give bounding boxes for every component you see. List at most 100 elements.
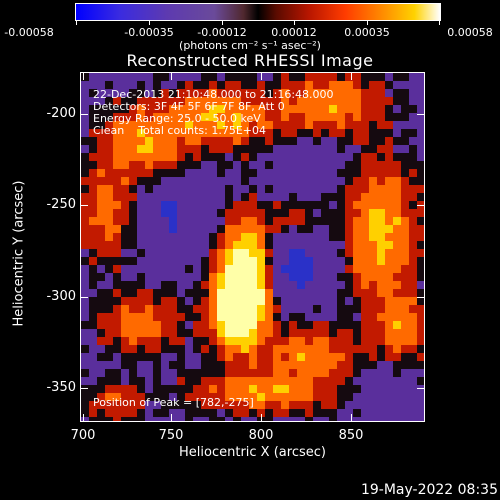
heatmap-pixel <box>113 177 121 185</box>
heatmap-pixel <box>217 241 225 249</box>
heatmap-pixel <box>169 113 177 121</box>
heatmap-pixel <box>369 337 377 345</box>
heatmap-pixel <box>393 161 401 169</box>
heatmap-pixel <box>297 321 305 329</box>
heatmap-pixel <box>217 345 225 353</box>
heatmap-pixel <box>393 185 401 193</box>
heatmap-pixel <box>129 169 137 177</box>
heatmap-pixel <box>345 81 353 89</box>
heatmap-pixel <box>81 321 89 329</box>
heatmap-pixel <box>105 345 113 353</box>
heatmap-pixel <box>153 409 161 417</box>
heatmap-pixel <box>105 409 113 417</box>
heatmap-pixel <box>345 161 353 169</box>
heatmap-pixel <box>401 329 409 337</box>
heatmap-pixel <box>249 289 257 297</box>
heatmap-pixel <box>377 113 385 121</box>
heatmap-pixel <box>385 241 393 249</box>
heatmap-pixel <box>217 249 225 257</box>
heatmap-pixel <box>153 401 161 409</box>
heatmap-pixel <box>169 137 177 145</box>
heatmap-pixel <box>377 81 385 89</box>
heatmap-pixel <box>401 201 409 209</box>
heatmap-pixel <box>345 337 353 345</box>
heatmap-pixel <box>313 241 321 249</box>
heatmap-pixel <box>369 169 377 177</box>
heatmap-pixel <box>353 257 361 265</box>
heatmap-pixel <box>113 393 121 401</box>
heatmap-pixel <box>353 233 361 241</box>
heatmap-pixel <box>169 225 177 233</box>
heatmap-pixel <box>241 137 249 145</box>
heatmap-pixel <box>353 345 361 353</box>
heatmap-pixel <box>273 297 281 305</box>
heatmap-pixel <box>281 393 289 401</box>
heatmap-pixel <box>289 401 297 409</box>
heatmap-pixel <box>417 361 424 369</box>
heatmap-pixel <box>329 393 337 401</box>
heatmap-pixel <box>345 377 353 385</box>
heatmap-pixel <box>185 177 193 185</box>
heatmap-pixel <box>321 361 329 369</box>
heatmap-pixel <box>385 169 393 177</box>
heatmap-pixel <box>409 313 417 321</box>
heatmap-pixel <box>409 297 417 305</box>
heatmap-pixel <box>81 209 89 217</box>
heatmap-pixel <box>169 417 177 421</box>
heatmap-pixel <box>89 409 97 417</box>
heatmap-pixel <box>217 361 225 369</box>
y-tick <box>417 388 425 389</box>
heatmap-pixel <box>265 241 273 249</box>
heatmap-pixel <box>153 313 161 321</box>
heatmap-pixel <box>113 345 121 353</box>
heatmap-pixel <box>249 361 257 369</box>
heatmap-pixel <box>345 329 353 337</box>
heatmap-pixel <box>369 353 377 361</box>
heatmap-pixel <box>289 393 297 401</box>
heatmap-pixel <box>185 273 193 281</box>
heatmap-pixel <box>145 153 153 161</box>
heatmap-pixel <box>257 345 265 353</box>
heatmap-pixel <box>369 393 377 401</box>
heatmap-pixel <box>153 305 161 313</box>
heatmap-pixel <box>81 89 89 97</box>
heatmap-pixel <box>193 257 201 265</box>
heatmap-pixel <box>89 417 97 421</box>
heatmap-pixel <box>345 129 353 137</box>
heatmap-pixel <box>129 89 137 97</box>
heatmap-pixel <box>113 257 121 265</box>
heatmap-pixel <box>409 417 417 421</box>
heatmap-pixel <box>241 417 249 421</box>
heatmap-pixel <box>201 321 209 329</box>
heatmap-pixel <box>249 393 257 401</box>
heatmap-pixel <box>81 121 89 129</box>
heatmap-pixel <box>113 305 121 313</box>
heatmap-pixel <box>297 257 305 265</box>
heatmap-pixel <box>297 361 305 369</box>
heatmap-pixel <box>193 313 201 321</box>
colorbar-tick-label: 0.00058 <box>447 26 493 39</box>
heatmap-pixel <box>129 177 137 185</box>
heatmap-pixel <box>225 369 233 377</box>
heatmap-pixel <box>89 329 97 337</box>
heatmap-pixel <box>105 193 113 201</box>
heatmap-pixel <box>297 233 305 241</box>
heatmap-pixel <box>377 89 385 97</box>
heatmap-pixel <box>265 249 273 257</box>
heatmap-pixel <box>313 217 321 225</box>
heatmap-pixel <box>337 129 345 137</box>
heatmap-pixel <box>313 105 321 113</box>
heatmap-pixel <box>201 201 209 209</box>
heatmap-pixel <box>257 377 265 385</box>
heatmap-pixel <box>185 201 193 209</box>
heatmap-pixel <box>305 417 313 421</box>
heatmap-pixel <box>185 105 193 113</box>
heatmap-pixel <box>305 337 313 345</box>
heatmap-pixel <box>297 393 305 401</box>
heatmap-pixel <box>137 321 145 329</box>
heatmap-pixel <box>81 409 89 417</box>
heatmap-pixel <box>361 401 369 409</box>
colorbar <box>75 3 441 21</box>
heatmap-pixel <box>241 361 249 369</box>
heatmap-pixel <box>409 193 417 201</box>
